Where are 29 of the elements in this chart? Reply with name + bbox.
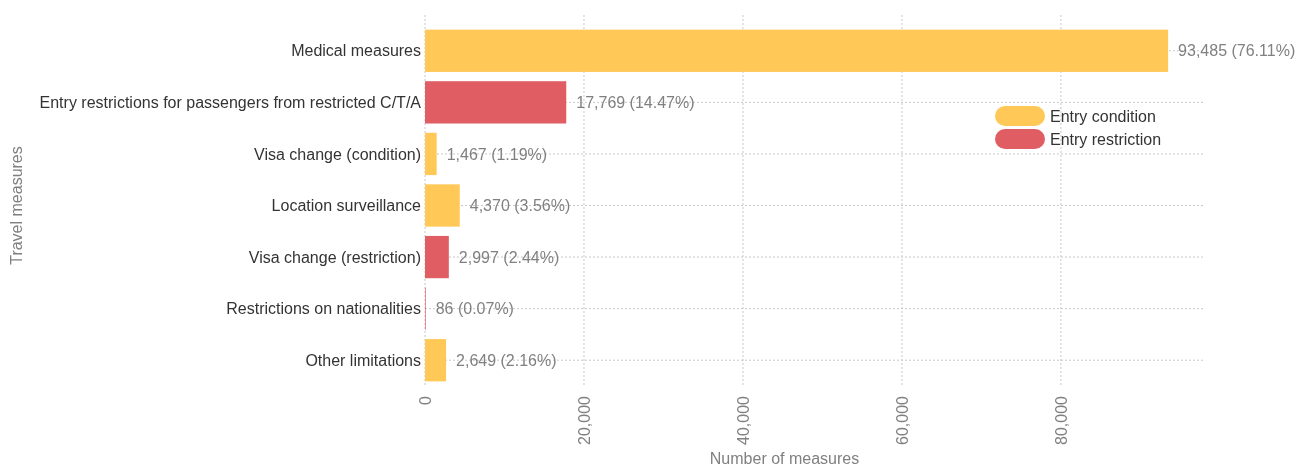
y-tick-label: Visa change (restriction) [248,248,421,266]
data-label: 1,467 (1.19%) [446,145,548,163]
bar [425,339,447,382]
x-axis-title: Number of measures [709,450,860,467]
x-tick-label: 40,000 [734,395,752,445]
bar [425,235,449,279]
legend-label: Entry condition [1050,107,1156,125]
data-label: 4,370 (3.56%) [469,197,571,215]
legend-label: Entry restriction [1050,130,1162,148]
bar [425,132,437,176]
x-tick-label: 60,000 [893,395,911,445]
bar [425,184,460,227]
y-tick-label: Restrictions on nationalities [226,300,421,318]
y-tick-label: Other limitations [305,351,421,369]
x-tick-label: 0 [416,395,434,405]
y-tick-label: Visa change (condition) [254,145,421,163]
bar [425,29,1169,72]
y-tick-label: Medical measures [291,42,421,60]
bar [425,81,567,124]
y-axis-title: Travel measures [8,146,25,265]
x-tick-label: 80,000 [1052,395,1070,445]
data-label: 93,485 (76.11%) [1178,42,1296,60]
x-tick-label: 20,000 [575,395,593,445]
data-label: 2,649 (2.16%) [456,351,557,369]
data-label: 17,769 (14.47%) [576,93,695,111]
data-label: 2,997 (2.44%) [458,248,560,266]
data-label: 86 (0.07%) [435,300,514,318]
y-tick-label: Entry restrictions for passengers from restricted C/T/A [39,93,422,111]
y-tick-label: Location surveillance [271,197,422,215]
